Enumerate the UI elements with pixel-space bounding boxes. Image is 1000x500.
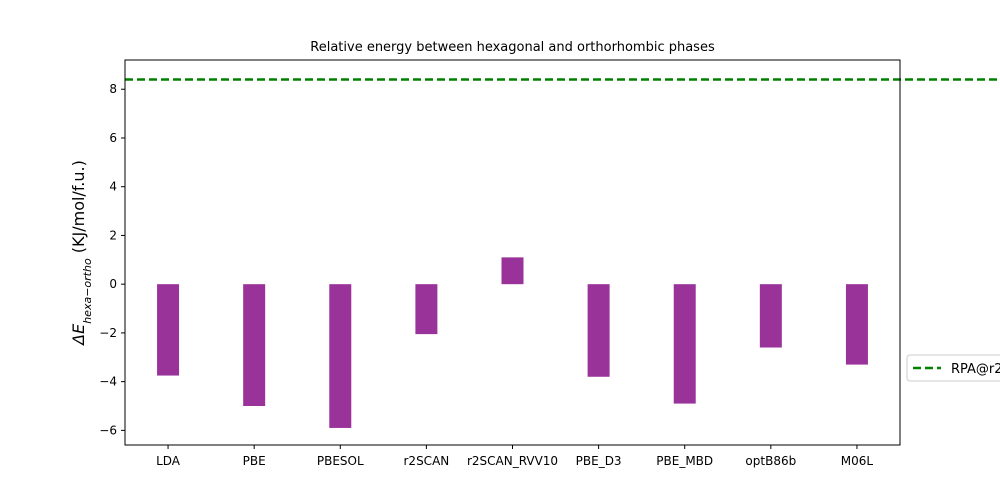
y-axis-label-subscript: hexa−ortho [81,258,94,324]
x-tick-label: LDA [156,454,181,468]
y-tick-label: −4 [99,375,117,389]
bar-PBE [243,284,266,407]
x-tick-label: PBE [243,454,266,468]
y-tick-label: 2 [109,228,117,242]
x-tick-label: PBE_D3 [576,454,622,468]
plot-area: −6 −4 −2 0 2 4 6 8 LDA PBE PBESOL r2SCAN r2SCAN_RVV1… [99,59,1000,468]
x-tick-label: r2SCAN [404,454,450,468]
y-axis-label-symbol: ΔE [69,323,88,347]
x-tick-label: PBE_MBD [656,454,713,468]
bar-PBE_D3 [587,284,610,377]
bar-M06L [845,284,868,365]
bar-optB86b [759,284,782,348]
legend-label-reference: RPA@r2 [951,362,1000,377]
y-tick-label: −2 [99,326,117,340]
y-tick-label: 4 [109,180,117,194]
x-tick-label: M06L [841,454,874,468]
y-tick-label: 6 [109,131,117,145]
chart-title: Relative energy between hexagonal and or… [310,40,715,55]
y-axis-label-units: (KJ/mol/f.u.) [69,160,88,258]
y-tick-label: −6 [99,423,117,437]
bar-r2SCAN [415,284,438,335]
x-tick-label: PBESOL [317,454,364,468]
bar-r2SCAN_RVV10 [501,257,524,285]
legend-frame [906,354,1000,382]
x-tick-label: optB86b [745,454,796,468]
y-tick-label: 0 [109,277,117,291]
bar-PBE_MBD [673,284,696,404]
bar-PBESOL [329,284,352,428]
axes-frame [124,59,901,446]
legend: RPA@r2 [906,354,1000,382]
x-tick-label: r2SCAN_RVV10 [467,454,558,468]
y-tick-label: 8 [109,82,117,96]
y-axis-label: ΔEhexa−ortho (KJ/mol/f.u.) [69,160,94,347]
bar-LDA [157,284,180,376]
